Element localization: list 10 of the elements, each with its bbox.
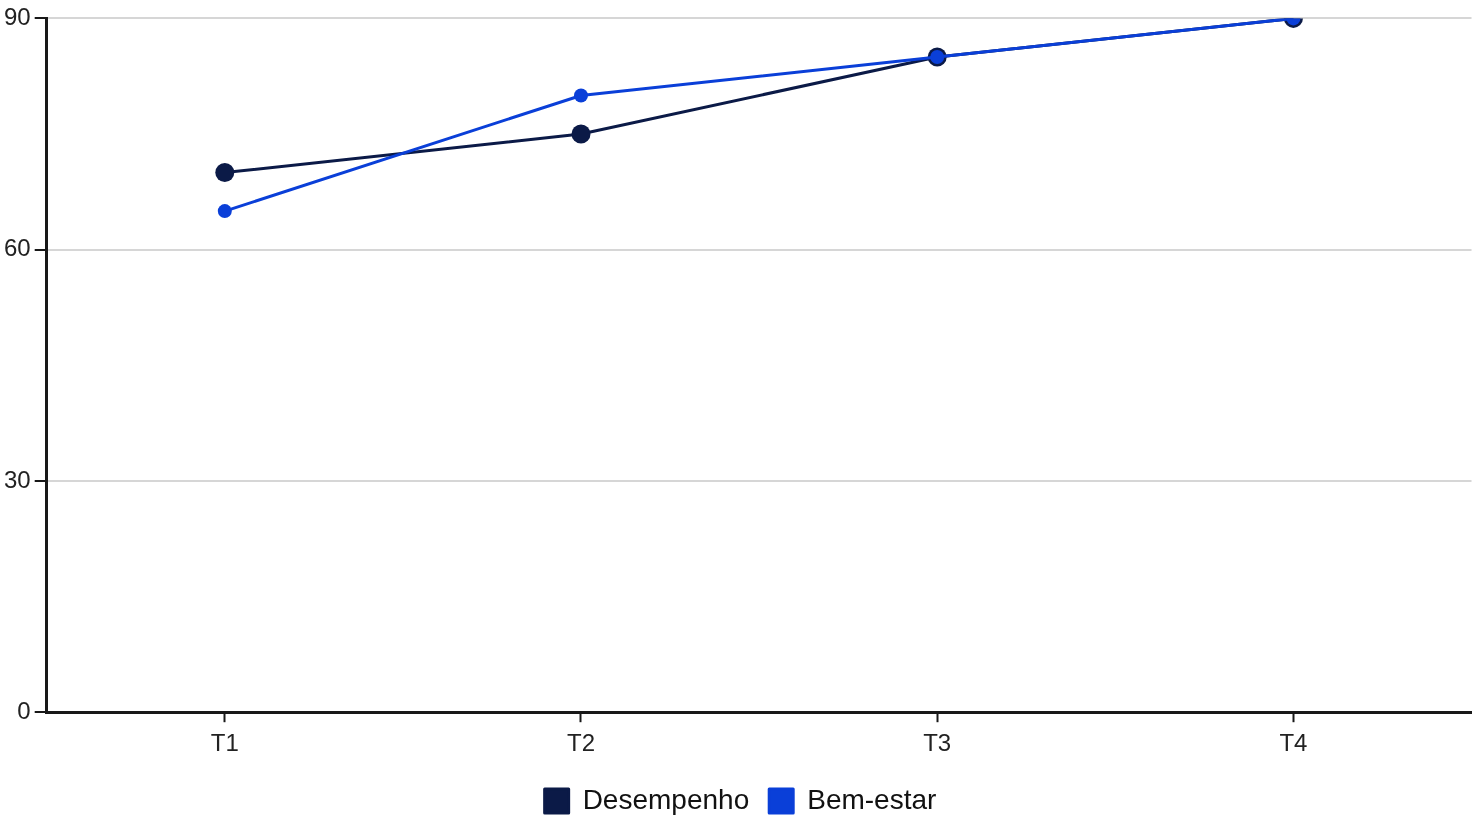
x-tick-label: T2	[566, 729, 595, 757]
legend-label: Desempenho	[582, 783, 750, 815]
y-tick-label: 60	[3, 234, 31, 262]
x-tick-label: T3	[923, 729, 952, 757]
x-tick-label: T4	[1279, 729, 1308, 757]
x-tick-label: T1	[210, 729, 239, 757]
legend-label: Bem-estar	[807, 783, 937, 815]
y-tick-label: 30	[3, 465, 31, 493]
y-tick-label: 0	[17, 696, 31, 724]
y-tick-label: 90	[3, 3, 31, 31]
